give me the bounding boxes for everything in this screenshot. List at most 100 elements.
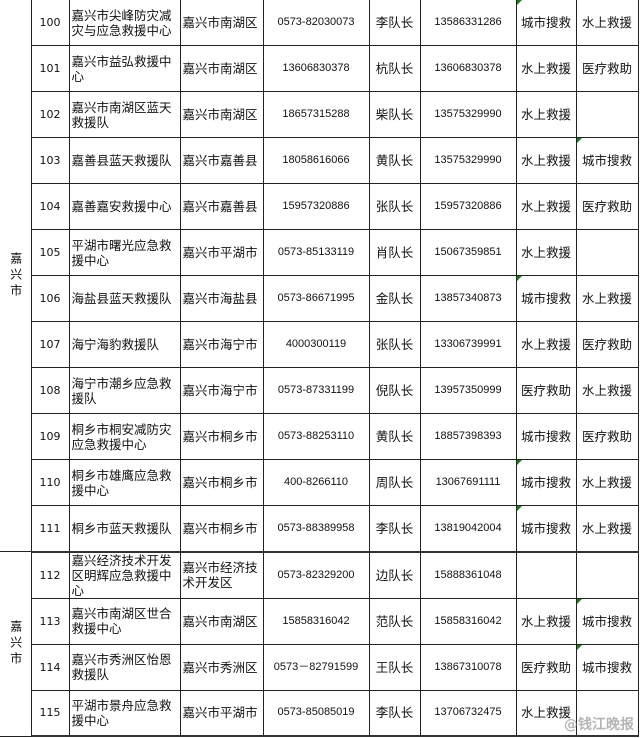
team-area: 嘉兴市经济技术开发区 bbox=[179, 551, 264, 599]
capability-2-text: 水上救援 bbox=[581, 383, 632, 398]
team-name: 嘉兴市秀洲区怡恩救援队 bbox=[68, 643, 181, 691]
table-row: 113 嘉兴市南湖区世合救援中心 嘉兴市南湖区 15858316042 范队长 15858… bbox=[0, 597, 639, 645]
leader-mobile: 13586331286 bbox=[419, 0, 517, 46]
team-leader: 杭队长 bbox=[368, 45, 421, 92]
capability-1: 水上救援 bbox=[515, 45, 577, 92]
capability-2 bbox=[575, 551, 639, 599]
leader-mobile: 13857340873 bbox=[419, 275, 517, 322]
team-phone: 18657315288 bbox=[262, 91, 370, 138]
team-phone: 0573-85133119 bbox=[262, 229, 370, 276]
comment-marker-icon bbox=[517, 506, 522, 511]
team-name: 海宁市潮乡应急救援队 bbox=[68, 367, 181, 414]
team-phone: 0573-88253110 bbox=[262, 413, 370, 460]
capability-2-text: 水上救援 bbox=[581, 475, 632, 490]
team-leader: 倪队长 bbox=[368, 367, 421, 414]
leader-mobile: 15888361048 bbox=[419, 551, 517, 599]
capability-1: 水上救援 bbox=[515, 597, 577, 645]
capability-2: 水上救援 bbox=[575, 459, 639, 506]
capability-1-text: 水上救援 bbox=[520, 107, 571, 122]
capability-1: 水上救援 bbox=[515, 91, 577, 138]
capability-2: 城市搜救 bbox=[575, 643, 639, 691]
team-name: 嘉兴市南湖区蓝天救援队 bbox=[68, 91, 181, 138]
team-name: 嘉善嘉安救援中心 bbox=[68, 183, 181, 230]
capability-2-text: 水上救援 bbox=[581, 291, 632, 306]
comment-marker-icon bbox=[517, 0, 522, 5]
team-area: 嘉兴市嘉善县 bbox=[179, 137, 264, 184]
capability-2: 水上救援 bbox=[575, 367, 639, 414]
comment-marker-icon bbox=[577, 645, 582, 650]
table-row: 105 平湖市曙光应急救援中心 嘉兴市平湖市 0573-85133119 肖队长 1506… bbox=[0, 229, 639, 276]
capability-2: 城市搜救 bbox=[575, 137, 639, 184]
capability-1-text: 医疗救助 bbox=[520, 383, 571, 398]
capability-2: 医疗救助 bbox=[575, 413, 639, 460]
team-name: 海盐县蓝天救援队 bbox=[68, 275, 181, 322]
team-phone: 18058616066 bbox=[262, 137, 370, 184]
row-number: 112 bbox=[30, 551, 70, 599]
row-number: 101 bbox=[30, 45, 70, 92]
row-number: 104 bbox=[30, 183, 70, 230]
team-area: 嘉兴市海盐县 bbox=[179, 275, 264, 322]
leader-mobile: 13957350999 bbox=[419, 367, 517, 414]
team-phone: 0573-82329200 bbox=[262, 551, 370, 599]
team-phone: 400-8266110 bbox=[262, 459, 370, 506]
team-area: 嘉兴市南湖区 bbox=[179, 91, 264, 138]
region-cell: 嘉兴市 bbox=[0, 551, 32, 737]
capability-2 bbox=[575, 229, 639, 276]
row-number: 110 bbox=[30, 459, 70, 506]
capability-2-text: 医疗救助 bbox=[581, 429, 632, 444]
capability-2: 水上救援 bbox=[575, 505, 639, 553]
capability-1-text: 水上救援 bbox=[520, 153, 571, 168]
team-phone: 0573-86671995 bbox=[262, 275, 370, 322]
capability-1-text: 城市搜救 bbox=[520, 15, 571, 30]
table-row: 115 平湖市景舟应急救援中心 嘉兴市平湖市 0573-85085019 李队长 1370… bbox=[0, 689, 639, 737]
team-leader: 李队长 bbox=[368, 689, 421, 737]
table-row: 111 桐乡市蓝天救援队 嘉兴市桐乡市 0573-88389958 李队长 1381904… bbox=[0, 505, 639, 553]
leader-mobile: 13706732475 bbox=[419, 689, 517, 737]
team-leader: 张队长 bbox=[368, 183, 421, 230]
team-leader: 金队长 bbox=[368, 275, 421, 322]
team-leader: 柴队长 bbox=[368, 91, 421, 138]
leader-mobile: 13067691111 bbox=[419, 459, 517, 506]
team-leader: 范队长 bbox=[368, 597, 421, 645]
team-phone: 0573-85085019 bbox=[262, 689, 370, 737]
leader-mobile: 15957320886 bbox=[419, 183, 517, 230]
team-area: 嘉兴市南湖区 bbox=[179, 597, 264, 645]
row-number: 114 bbox=[30, 643, 70, 691]
team-leader: 黄队长 bbox=[368, 413, 421, 460]
team-name: 嘉善县蓝天救援队 bbox=[68, 137, 181, 184]
capability-2-text: 医疗救助 bbox=[581, 199, 632, 214]
table-row: 102 嘉兴市南湖区蓝天救援队 嘉兴市南湖区 18657315288 柴队长 135753… bbox=[0, 91, 639, 138]
region-cell: 嘉兴市 bbox=[0, 0, 32, 552]
team-phone: 15957320886 bbox=[262, 183, 370, 230]
comment-marker-icon bbox=[577, 599, 582, 604]
capability-2-text: 城市搜救 bbox=[581, 613, 632, 629]
watermark: @钱江晚报 bbox=[564, 717, 634, 733]
comment-marker-icon bbox=[517, 276, 522, 281]
capability-1-text: 医疗救助 bbox=[520, 659, 571, 675]
capability-1-text: 城市搜救 bbox=[520, 475, 571, 490]
capability-1: 水上救援 bbox=[515, 137, 577, 184]
row-number: 107 bbox=[30, 321, 70, 368]
team-area: 嘉兴市海宁市 bbox=[179, 367, 264, 414]
leader-mobile: 13306739991 bbox=[419, 321, 517, 368]
team-phone: 0573-88389958 bbox=[262, 505, 370, 553]
capability-2: 城市搜救 bbox=[575, 597, 639, 645]
team-name: 桐乡市桐安减防灾应急救援中心 bbox=[68, 413, 181, 460]
team-leader: 黄队长 bbox=[368, 137, 421, 184]
team-phone: 15858316042 bbox=[262, 597, 370, 645]
capability-1-text: 水上救援 bbox=[520, 337, 571, 352]
capability-1: 医疗救助 bbox=[515, 367, 577, 414]
row-number: 103 bbox=[30, 137, 70, 184]
team-phone: 0573－82791599 bbox=[262, 643, 370, 691]
capability-1-text: 城市搜救 bbox=[520, 291, 571, 306]
capability-1: 医疗救助 bbox=[515, 643, 577, 691]
team-area: 嘉兴市海宁市 bbox=[179, 321, 264, 368]
team-name: 嘉兴市益弘救援中心 bbox=[68, 45, 181, 92]
capability-2-text: 水上救援 bbox=[581, 520, 632, 536]
capability-1 bbox=[515, 551, 577, 599]
leader-mobile: 18857398393 bbox=[419, 413, 517, 460]
team-leader: 王队长 bbox=[368, 643, 421, 691]
row-number: 102 bbox=[30, 91, 70, 138]
table-row: 103 嘉善县蓝天救援队 嘉兴市嘉善县 18058616066 黄队长 135753299… bbox=[0, 137, 639, 184]
capability-1: 城市搜救 bbox=[515, 275, 577, 322]
